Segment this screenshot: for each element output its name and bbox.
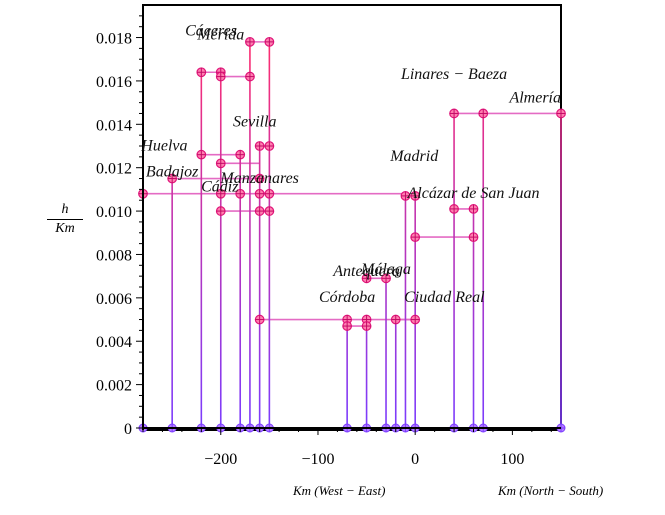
- data-point: [167, 173, 178, 184]
- data-point: [468, 232, 479, 243]
- data-point: [449, 108, 459, 119]
- y-tick-label: 0.016: [96, 74, 132, 91]
- data-point: [361, 321, 372, 331]
- y-tick-label: 0.012: [96, 161, 132, 178]
- city-label: Manzanares: [219, 170, 299, 187]
- data-point: [196, 67, 207, 78]
- data-point: [400, 190, 411, 201]
- data-point: [381, 273, 391, 284]
- city-label: Cádiz: [201, 179, 239, 196]
- data-point: [235, 149, 246, 160]
- data-point: [245, 36, 255, 47]
- data-point: [215, 206, 226, 216]
- y-tick-label: 0.002: [96, 378, 132, 395]
- city-label: Madrid: [389, 148, 439, 165]
- city-label: Cáceres: [185, 22, 237, 39]
- data-point: [254, 314, 265, 325]
- data-point: [196, 149, 207, 160]
- y-tick-label: 0.004: [96, 334, 132, 351]
- city-label: Badajoz: [146, 163, 199, 180]
- data-point: [245, 71, 255, 82]
- data-point: [361, 273, 372, 284]
- y-tick-label: 0: [124, 421, 132, 438]
- data-point: [215, 188, 226, 199]
- x-tick-label: 0: [411, 451, 419, 468]
- data-point: [215, 158, 226, 169]
- city-label: Sevilla: [233, 113, 277, 130]
- data-point: [215, 71, 226, 82]
- data-point: [254, 141, 265, 151]
- data-point: [264, 206, 275, 216]
- y-tick-label: 0.006: [96, 291, 132, 308]
- y-tick-label: 0.018: [96, 31, 132, 48]
- y-axis-label-numerator: h: [47, 202, 83, 220]
- data-point: [556, 108, 566, 119]
- x-axis-label-secondary: Km (North − South): [497, 483, 603, 498]
- city-label: Linares − Baeza: [400, 66, 507, 83]
- y-tick-label: 0.008: [96, 247, 132, 264]
- city-label: Antequera: [332, 263, 400, 280]
- x-tick-label: −200: [204, 451, 237, 468]
- data-point: [478, 108, 489, 119]
- data-point: [254, 206, 265, 216]
- data-point: [390, 314, 401, 325]
- data-point: [264, 36, 275, 47]
- data-point: [468, 204, 479, 214]
- y-axis-label: h Km: [47, 202, 83, 237]
- x-tick-label: −100: [301, 451, 334, 468]
- city-label: Córdoba: [319, 289, 375, 306]
- city-label: Alcázar de San Juan: [407, 185, 540, 202]
- y-tick-label: 0.014: [96, 117, 132, 134]
- city-label: Almería: [508, 90, 561, 107]
- city-label: Málaga: [360, 261, 411, 278]
- city-label: Huelva: [140, 137, 187, 154]
- data-point: [264, 188, 275, 199]
- data-point: [410, 232, 421, 243]
- data-point: [254, 173, 265, 184]
- y-tick-label: 0.010: [96, 204, 132, 221]
- x-axis-label: Km (West − East): [292, 483, 385, 498]
- city-label: Ciudad Real: [404, 289, 485, 306]
- data-point: [235, 188, 246, 199]
- data-point: [342, 321, 353, 331]
- data-point: [410, 314, 421, 325]
- data-point: [449, 204, 459, 214]
- x-tick-label: 100: [500, 451, 524, 468]
- y-axis-label-denominator: Km: [55, 221, 75, 236]
- data-point: [254, 188, 265, 199]
- city-label: Mérida: [196, 27, 244, 44]
- data-point: [264, 141, 275, 151]
- data-point: [410, 190, 421, 201]
